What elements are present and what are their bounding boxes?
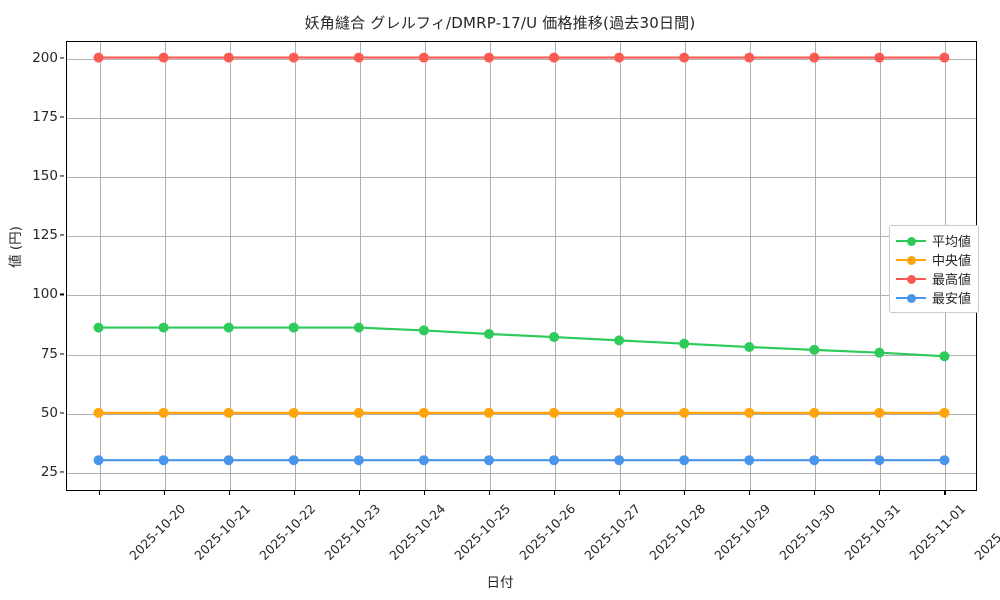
- legend-swatch-icon: [896, 253, 926, 267]
- x-axis-tick-label: 2025-10-27: [581, 501, 644, 563]
- y-axis-tick-mark: [60, 116, 64, 118]
- y-axis-tick-mark: [60, 175, 64, 177]
- x-axis-tick-label: 2025-10-28: [646, 501, 709, 563]
- y-axis-tick-label: 25: [40, 464, 58, 481]
- y-axis-tick-mark: [60, 471, 64, 473]
- gridline-horizontal: [67, 236, 976, 238]
- y-axis-title: 値 (円): [8, 226, 24, 268]
- legend-swatch-icon: [896, 291, 926, 305]
- gridline-vertical: [685, 42, 687, 490]
- legend-item[interactable]: 最安値: [896, 288, 971, 307]
- legend-label: 最安値: [932, 292, 972, 307]
- x-axis-tick-mark: [814, 491, 816, 495]
- x-axis-tick-mark: [684, 491, 686, 495]
- x-axis-tick-mark: [619, 491, 621, 495]
- x-axis-tick-label: 2025-10-31: [841, 501, 904, 563]
- x-axis-tick-mark: [98, 491, 100, 495]
- gridline-vertical: [880, 42, 882, 490]
- plot-area: [66, 41, 977, 491]
- gridline-vertical: [750, 42, 752, 490]
- legend-label: 平均値: [932, 235, 972, 250]
- x-axis-tick-mark: [293, 491, 295, 495]
- legend-swatch-icon: [896, 234, 926, 248]
- x-axis-tick-label: 2025-10-26: [516, 501, 579, 563]
- y-axis-tick-label: 50: [40, 404, 58, 421]
- gridline-vertical: [229, 42, 231, 490]
- y-axis-tick-mark: [60, 234, 64, 236]
- x-axis-tick-label: 2025-10-24: [386, 501, 449, 563]
- gridline-vertical: [620, 42, 622, 490]
- y-axis-tick-label: 150: [32, 168, 58, 184]
- x-axis-tick-mark: [944, 491, 946, 495]
- y-axis-tick-label: 75: [40, 345, 58, 362]
- x-axis-tick-mark: [749, 491, 751, 495]
- gridline-vertical: [99, 42, 101, 490]
- y-axis-tick-label: 125: [32, 227, 58, 244]
- legend-label: 最高値: [932, 273, 972, 288]
- x-axis-tick-label: 2025-10-21: [190, 501, 253, 563]
- x-axis-tick-label: 2025-10-22: [255, 501, 318, 563]
- gridline-horizontal: [67, 354, 976, 356]
- y-axis-tick-mark: [60, 57, 64, 59]
- chart-title: 妖角縫合 グレルフィ/DMRP-17/U 価格推移(過去30日間): [304, 14, 696, 32]
- x-axis-tick-label: 2025-10-25: [451, 501, 514, 563]
- legend-item[interactable]: 中央値: [896, 250, 971, 269]
- x-axis-tick-labels: 2025-10-20 2025-10-21 2025-10-22 2025-10-23…: [0, 491, 1000, 571]
- gridline-horizontal: [67, 177, 976, 178]
- gridline-vertical: [489, 42, 491, 490]
- y-axis-tick-label: 175: [32, 108, 58, 125]
- gridline-vertical: [359, 42, 361, 490]
- gridline-horizontal: [67, 473, 976, 475]
- legend-item[interactable]: 最高値: [896, 269, 971, 288]
- y-axis-tick-mark: [60, 353, 64, 355]
- gridline-vertical: [294, 42, 296, 490]
- legend-item[interactable]: 平均値: [896, 231, 971, 250]
- y-axis-tick-mark: [60, 293, 64, 295]
- gridline-vertical: [164, 42, 166, 490]
- gridline-vertical: [555, 42, 557, 490]
- x-axis-tick-label: 2025-10-23: [321, 501, 384, 563]
- y-axis-tick-label: 100: [32, 286, 58, 303]
- x-axis-tick-label: 2025-11-02: [971, 501, 1000, 563]
- x-axis-title: 日付: [486, 575, 514, 591]
- x-axis-tick-label: 2025-10-29: [711, 501, 774, 563]
- gridline-horizontal: [67, 117, 976, 119]
- x-axis-tick-mark: [423, 491, 425, 495]
- gridline-vertical: [424, 42, 426, 490]
- x-axis-tick-mark: [488, 491, 491, 495]
- gridline-vertical: [815, 42, 817, 490]
- x-axis-tick-label: 2025-11-01: [906, 501, 969, 563]
- gridline-horizontal: [67, 413, 976, 415]
- chart-legend: 平均値中央値最高値最安値: [889, 225, 980, 313]
- legend-label: 中央値: [932, 254, 972, 269]
- gridline-horizontal: [67, 58, 976, 60]
- x-axis-tick-mark: [228, 491, 230, 495]
- legend-swatch-icon: [896, 272, 926, 286]
- x-axis-tick-mark: [554, 491, 556, 495]
- gridline-horizontal: [67, 295, 976, 297]
- x-axis-tick-mark: [879, 491, 881, 495]
- x-axis-tick-mark: [163, 491, 165, 495]
- y-axis-tick-labels: 25 50 75 100 125 150 175 200: [0, 41, 58, 491]
- x-axis-tick-label: 2025-10-20: [125, 501, 188, 563]
- y-axis-tick-mark: [60, 412, 64, 414]
- y-axis-tick-label: 200: [32, 49, 58, 66]
- x-axis-tick-label: 2025-10-30: [776, 501, 839, 563]
- x-axis-tick-mark: [358, 491, 360, 495]
